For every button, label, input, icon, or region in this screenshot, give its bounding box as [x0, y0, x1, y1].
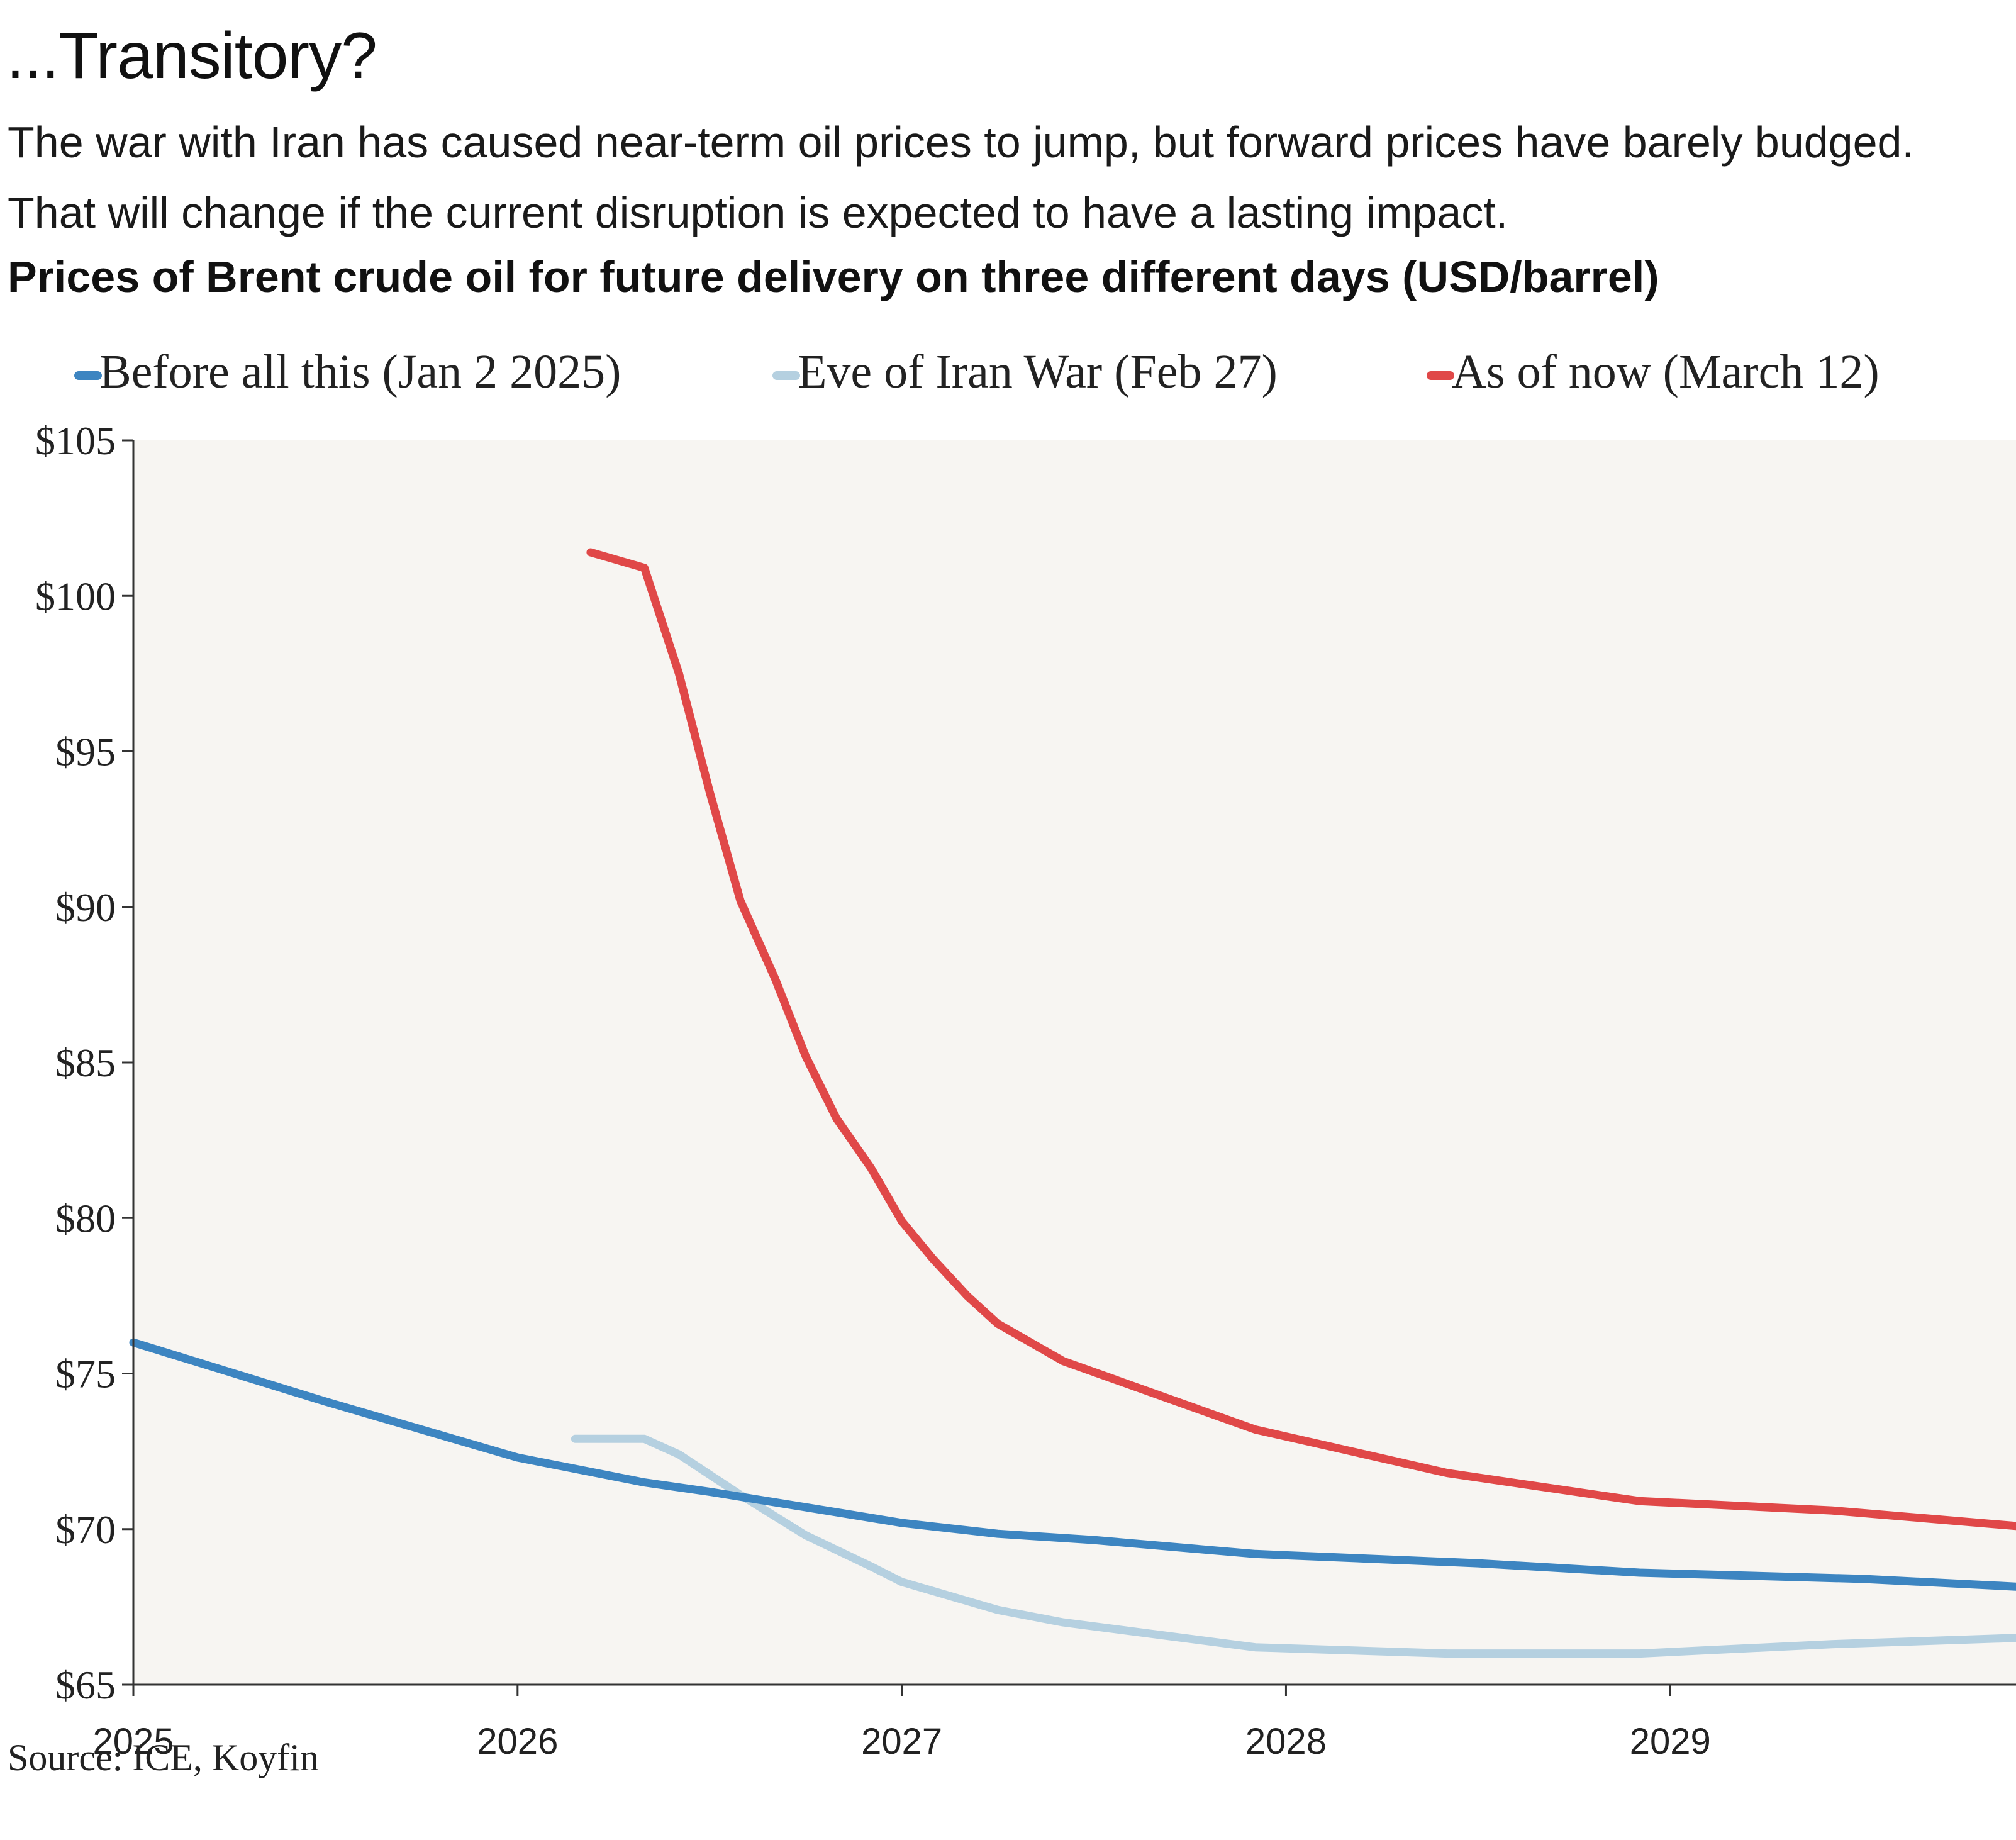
source-note: Source: ICE, Koyfin	[8, 1737, 319, 1778]
x-tick-label: 2027	[861, 1721, 942, 1762]
series-line-eve	[571, 1434, 2016, 1658]
y-tick-label: $95	[55, 730, 116, 774]
legend-label-eve: Eve of Iran War (Feb 27)	[798, 345, 1278, 398]
chart-title: ...Transitory?	[6, 20, 377, 92]
legend-label-now: As of now (March 12)	[1452, 345, 1880, 398]
y-tick-label: $85	[55, 1040, 116, 1085]
y-tick-label: $70	[55, 1507, 116, 1552]
chart-subtitle: The war with Iran has caused near-term o…	[8, 118, 1914, 237]
legend-label-before: Before all this (Jan 2 2025)	[99, 345, 621, 398]
x-tick-label: 2026	[477, 1721, 558, 1762]
series-line-now	[586, 548, 2016, 1531]
y-tick-label: $100	[35, 574, 116, 618]
series-layer	[129, 548, 2016, 1658]
y-tick-label: $65	[55, 1663, 116, 1707]
x-tick-label: 2025	[92, 1721, 174, 1762]
chart-heading: Prices of Brent crude oil for future del…	[8, 252, 1659, 301]
legend-swatch-before	[74, 371, 102, 380]
legend-swatch-eve	[772, 371, 800, 380]
series-line-before	[129, 1338, 2016, 1591]
y-tick-label: $80	[55, 1196, 116, 1241]
x-tick-label: 2029	[1630, 1721, 1711, 1762]
x-tick-label: 2028	[1245, 1721, 1327, 1762]
y-tick-label: $105	[35, 418, 116, 463]
legend-swatch-now	[1427, 371, 1454, 380]
axes-layer: $65 $70 $75 $80 $85 $90 $95 $100 $105 2025 2026 202…	[35, 418, 2016, 1762]
plot-area	[133, 440, 2016, 1685]
y-tick-label: $75	[55, 1352, 116, 1397]
y-tick-label: $90	[55, 885, 116, 930]
